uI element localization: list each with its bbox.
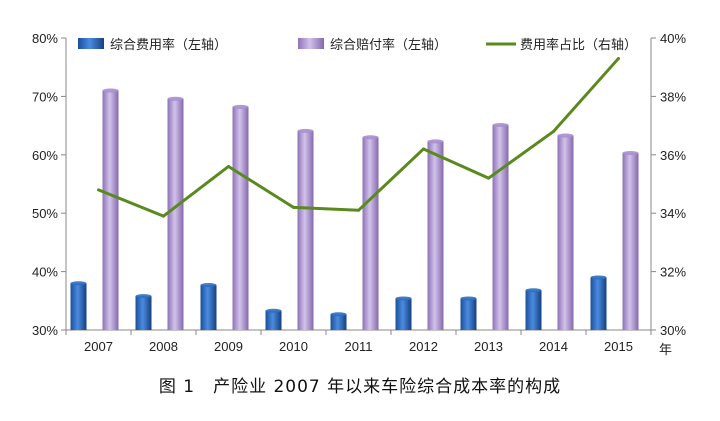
bar-cap [297, 128, 314, 133]
x-tick-label: 2008 [149, 339, 178, 354]
bar-cap [525, 288, 542, 293]
line-point [292, 205, 295, 209]
legend-label-ratio: 费用率占比（右轴） [520, 37, 637, 53]
right-tick-label: 34% [660, 206, 686, 221]
bar [232, 106, 249, 330]
right-tick-label: 30% [660, 323, 686, 338]
bar [265, 310, 282, 330]
line-point [617, 56, 620, 60]
bar-cap [460, 296, 477, 301]
left-tick-label: 60% [32, 148, 58, 163]
bar [622, 153, 639, 330]
bar-cap [265, 308, 282, 313]
bar-cap [362, 135, 379, 140]
right-tick-label: 38% [660, 89, 686, 104]
bar [70, 283, 87, 330]
bar [492, 125, 509, 331]
right-tick-label: 36% [660, 148, 686, 163]
bar-cap [330, 312, 347, 317]
bar-cap [395, 296, 412, 301]
legend-swatch-claims [298, 38, 324, 49]
bar [362, 137, 379, 330]
bar-cap [492, 123, 509, 128]
bar-cap [557, 133, 574, 138]
bar [167, 98, 184, 331]
line-point [357, 208, 360, 212]
line-point [552, 129, 555, 133]
x-tick-label: 2015 [604, 339, 633, 354]
line-point [487, 176, 490, 180]
right-tick-label: 32% [660, 265, 686, 280]
x-tick-label: 2012 [409, 339, 438, 354]
x-unit-label: 年 [659, 343, 672, 358]
left-tick-label: 70% [32, 89, 58, 104]
bar [330, 314, 347, 330]
bar [460, 298, 477, 330]
left-tick-label: 80% [32, 31, 58, 46]
legend-swatch-expense [78, 38, 104, 49]
x-tick-label: 2007 [84, 339, 113, 354]
bar-cap [232, 104, 249, 109]
bar [135, 296, 152, 330]
x-tick-label: 2011 [345, 339, 373, 354]
left-tick-label: 50% [32, 206, 58, 221]
bar [557, 135, 574, 330]
right-tick-label: 40% [660, 31, 686, 46]
bar [590, 277, 607, 330]
bar [200, 285, 217, 330]
x-tick-label: 2013 [474, 339, 503, 354]
line-point [97, 188, 100, 192]
x-tick-label: 2010 [279, 339, 308, 354]
bar [395, 298, 412, 330]
line-point [422, 147, 425, 151]
bar [427, 141, 444, 330]
bar [525, 290, 542, 330]
bar [297, 130, 314, 330]
bar-cap [622, 151, 639, 156]
left-tick-label: 30% [32, 323, 58, 338]
bar-cap [102, 88, 119, 93]
figure-caption: 图 1 产险业 2007 年以来车险综合成本率的构成 [158, 377, 562, 397]
bar-cap [167, 96, 184, 101]
bar-cap [70, 281, 87, 286]
left-tick-label: 40% [32, 265, 58, 280]
legend-label-claims: 综合赔付率（左轴） [330, 37, 447, 53]
bar-cap [590, 275, 607, 280]
bar-cap [135, 294, 152, 299]
legend-label-expense: 综合费用率（左轴） [110, 37, 227, 53]
x-tick-label: 2014 [539, 339, 568, 354]
x-tick-label: 2009 [214, 339, 243, 354]
bar-cap [427, 139, 444, 144]
bar [102, 90, 119, 330]
line-point [227, 164, 230, 168]
line-point [162, 214, 165, 218]
bar-cap [200, 283, 217, 288]
